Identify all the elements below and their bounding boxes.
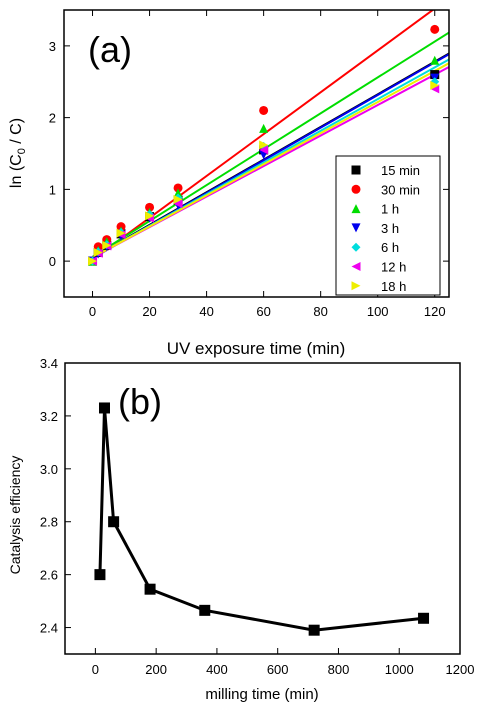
data-point — [99, 402, 110, 414]
x-tick-label: 200 — [145, 662, 167, 677]
panel-label-b: (b) — [118, 381, 162, 422]
data-point — [173, 188, 183, 198]
y-tick-label: 3.0 — [40, 462, 58, 477]
legend-label: 3 h — [381, 221, 399, 236]
y-tick-label: 0 — [49, 254, 56, 269]
series-line — [94, 402, 430, 636]
x-tick-label: 0 — [89, 304, 96, 319]
legend-marker — [351, 223, 361, 233]
legend-marker — [351, 242, 361, 252]
legend: 15 min 30 min 1 h 3 h 6 h 12 h 18 h — [335, 155, 441, 296]
data-point — [116, 228, 126, 238]
y-tick-label: 2 — [49, 111, 56, 126]
y-tick-label: 3.2 — [40, 409, 58, 424]
data-point — [108, 516, 120, 528]
data-point — [259, 123, 269, 133]
panel-label-a: (a) — [88, 29, 132, 70]
data-point — [173, 183, 183, 193]
x-tick-label: 1000 — [385, 662, 414, 677]
y-tick-label: 3 — [49, 39, 56, 54]
data-point — [430, 55, 440, 65]
data-point — [430, 84, 440, 94]
x-tick-label: 20 — [142, 304, 156, 319]
y-tick-label: 2.4 — [40, 621, 58, 636]
data-point — [144, 583, 156, 595]
data-point — [430, 24, 440, 34]
axis-ticks-b: 0 200 400 600 800 1000 1200 2.4 2.6 2.8 3.0 3.2 3.4 — [40, 356, 475, 677]
legend-marker — [351, 165, 361, 175]
x-tick-label: 120 — [424, 304, 446, 319]
x-tick-label: 1200 — [446, 662, 475, 677]
x-tick-label: 0 — [92, 662, 99, 677]
legend-label: 6 h — [381, 240, 399, 255]
x-tick-label: 40 — [199, 304, 213, 319]
data-point — [145, 202, 155, 212]
x-axis-label-b: milling time (min) — [205, 686, 318, 703]
legend-marker — [351, 262, 361, 271]
x-tick-label: 80 — [313, 304, 327, 319]
legend-label: 18 h — [381, 279, 406, 294]
data-points — [88, 24, 440, 266]
data-point — [145, 211, 155, 221]
data-point — [259, 140, 269, 150]
data-point — [93, 248, 103, 258]
data-point — [94, 569, 106, 581]
data-point — [173, 194, 183, 204]
x-tick-label: 400 — [206, 662, 228, 677]
x-tick-label: 60 — [256, 304, 270, 319]
legend-label: 12 h — [381, 260, 406, 275]
y-tick-label: 3.4 — [40, 356, 58, 371]
y-axis-label-b: Catalysis efficiency — [7, 456, 23, 575]
data-point — [259, 145, 269, 155]
x-tick-label: 600 — [267, 662, 289, 677]
x-tick-label: 800 — [328, 662, 350, 677]
series-polyline — [98, 407, 424, 632]
legend-marker — [351, 204, 361, 214]
data-point — [173, 199, 183, 209]
legend-marker — [351, 184, 361, 194]
x-axis-label-a: UV exposure time (min) — [167, 339, 346, 358]
axis-ticks-a: 0 20 40 60 80 100 120 0 1 2 3 — [49, 10, 449, 319]
data-point — [430, 80, 440, 90]
y-tick-label: 2.8 — [40, 515, 58, 530]
panel-a: 0 20 40 60 80 100 120 0 1 2 3 (a) UV exposure time… — [8, 9, 450, 358]
y-tick-label: 1 — [49, 182, 56, 197]
legend-marker — [351, 281, 361, 291]
y-axis-label-a: ln (C0 / C) — [8, 118, 28, 188]
plot-frame-b — [64, 362, 461, 655]
data-point — [88, 256, 98, 266]
y-tick-label: 2.6 — [40, 568, 58, 583]
fit-line — [92, 62, 449, 259]
data-point — [308, 624, 320, 636]
data-point — [102, 240, 112, 250]
data-point — [418, 612, 430, 624]
x-tick-label: 100 — [367, 304, 389, 319]
legend-label: 30 min — [381, 182, 420, 197]
legend-label: 15 min — [381, 163, 420, 178]
plot-frame-a — [63, 9, 450, 298]
data-point — [199, 604, 211, 616]
legend-label: 1 h — [381, 202, 399, 217]
panel-b: 0 200 400 600 800 1000 12002.42.62.83.03.23.4 … — [7, 356, 474, 703]
data-point — [259, 105, 269, 115]
